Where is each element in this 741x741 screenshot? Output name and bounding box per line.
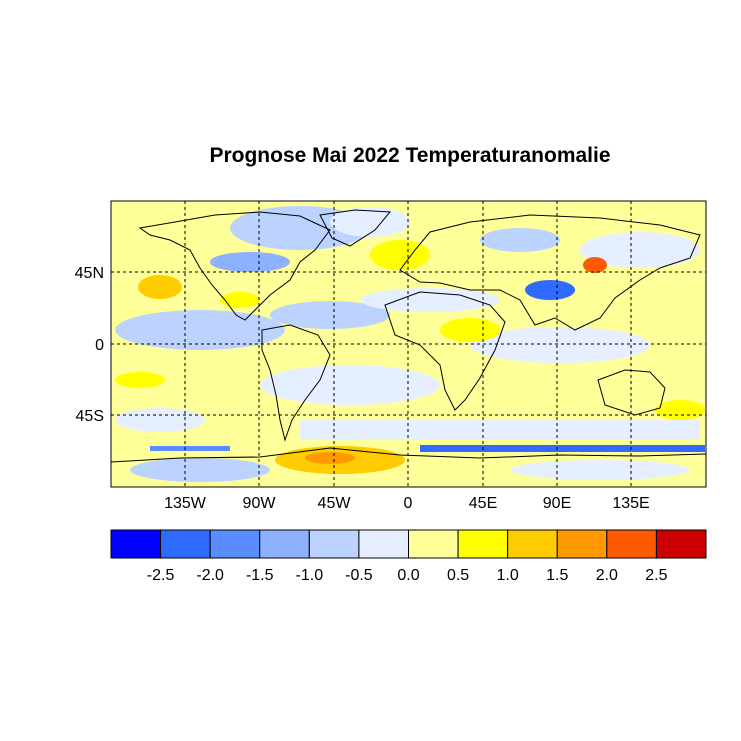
anomaly-patch bbox=[138, 275, 182, 299]
colorbar-swatch bbox=[110, 529, 162, 559]
anomaly-patch bbox=[260, 365, 440, 405]
anomaly-patch bbox=[220, 292, 260, 308]
colorbar-label: -1.0 bbox=[296, 567, 324, 584]
south-america bbox=[261, 324, 331, 442]
lon-label: 90E bbox=[543, 495, 571, 512]
map-frame bbox=[110, 200, 707, 488]
colorbar-swatch bbox=[655, 529, 707, 559]
lat-label: 45S bbox=[76, 408, 104, 425]
anomaly-patch bbox=[583, 257, 607, 273]
anomaly-patch bbox=[470, 327, 650, 363]
lat-label: 45N bbox=[75, 265, 104, 282]
anomaly-field bbox=[111, 201, 706, 487]
anomaly-patch bbox=[360, 288, 500, 312]
anomaly-patch bbox=[510, 460, 690, 480]
colorbar-swatch bbox=[308, 529, 360, 559]
colorbar-swatch bbox=[209, 529, 261, 559]
colorbar-label: -1.5 bbox=[246, 567, 274, 584]
anomaly-patch bbox=[440, 318, 500, 342]
anomaly-patch bbox=[480, 228, 560, 252]
anomaly-patch bbox=[115, 310, 285, 350]
anomaly-patch bbox=[115, 372, 165, 388]
colorbar-swatch bbox=[259, 529, 310, 559]
anomaly-patch bbox=[420, 445, 705, 452]
antarctica bbox=[111, 447, 706, 463]
colorbar-swatch bbox=[457, 529, 509, 559]
lon-label: 90W bbox=[243, 495, 277, 512]
chart-title: Prognose Mai 2022 Temperaturanomalie bbox=[209, 144, 611, 167]
anomaly-patch bbox=[370, 240, 430, 270]
anomaly-patch bbox=[210, 252, 290, 272]
colorbar-label: -2.0 bbox=[196, 567, 224, 584]
colorbar-label: 1.5 bbox=[546, 567, 568, 584]
australia bbox=[597, 369, 666, 416]
lat-labels: 45N 0 45S bbox=[75, 265, 104, 425]
colorbar-swatch bbox=[556, 529, 608, 559]
anomaly-patch bbox=[270, 301, 390, 329]
lat-label: 0 bbox=[95, 337, 104, 354]
anomaly-patch bbox=[130, 458, 270, 482]
lon-label: 45E bbox=[469, 495, 497, 512]
colorbar-label: 2.5 bbox=[645, 567, 667, 584]
colorbar-label: 0.0 bbox=[397, 567, 419, 584]
europe-asia bbox=[399, 214, 701, 331]
colorbar-label: -2.5 bbox=[147, 567, 175, 584]
colorbar-swatch bbox=[358, 529, 409, 559]
lon-label: 0 bbox=[404, 495, 413, 512]
anomaly-patch bbox=[305, 452, 355, 464]
lon-label: 135E bbox=[612, 495, 649, 512]
anomaly-patch bbox=[115, 408, 205, 432]
anomaly-patch bbox=[525, 280, 575, 300]
lon-labels: 135W 90W 45W 0 45E 90E 135E bbox=[164, 495, 650, 512]
north-america bbox=[138, 211, 331, 321]
anomaly-patch bbox=[655, 400, 705, 420]
colorbar-swatch bbox=[606, 529, 657, 559]
coastlines bbox=[111, 209, 706, 463]
colorbar-swatch bbox=[507, 529, 558, 559]
colorbar-swatch bbox=[160, 529, 211, 559]
colorbar-label: -0.5 bbox=[345, 567, 373, 584]
colorbar-label: 1.0 bbox=[497, 567, 519, 584]
colorbar-swatch bbox=[408, 529, 459, 559]
lon-label: 45W bbox=[318, 495, 352, 512]
anomaly-patch bbox=[580, 232, 700, 268]
anomaly-patch bbox=[150, 446, 230, 451]
colorbar: -2.5 -2.0 -1.5 -1.0 -0.5 0.0 0.5 1.0 1.5 2.0 2.5 bbox=[110, 529, 707, 584]
greenland bbox=[319, 209, 392, 247]
lon-label: 135W bbox=[164, 495, 207, 512]
colorbar-label: 0.5 bbox=[447, 567, 469, 584]
anomaly-patch bbox=[300, 420, 700, 440]
africa bbox=[384, 291, 506, 411]
anomaly-patch bbox=[330, 207, 410, 237]
colorbar-label: 2.0 bbox=[596, 567, 618, 584]
